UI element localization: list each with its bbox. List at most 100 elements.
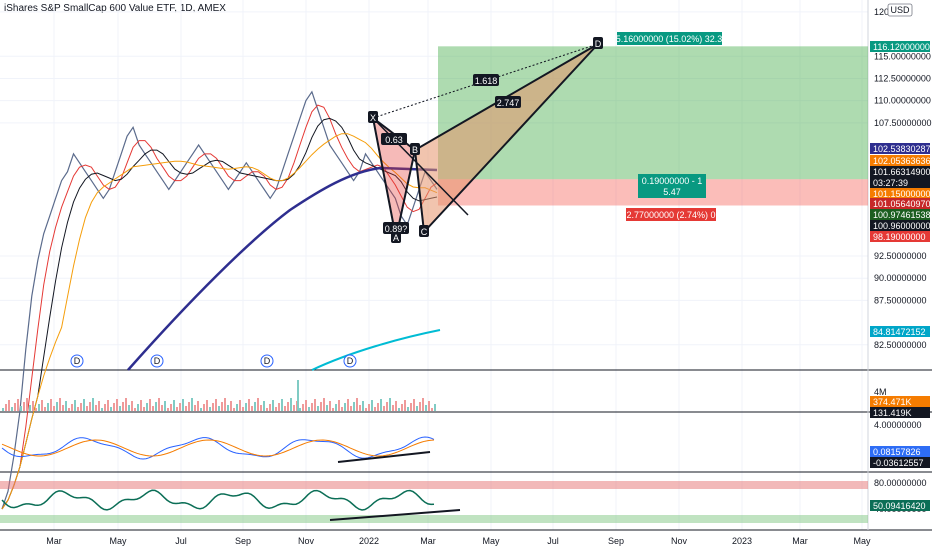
x-tick-10: Nov <box>671 536 688 546</box>
volume-bar-112 <box>338 400 340 411</box>
pattern-point-bg-C <box>419 225 429 237</box>
volume-bar-5 <box>17 399 19 411</box>
price-series <box>1 90 438 510</box>
price-tag-6: 101.05640970 <box>873 199 931 209</box>
dividend-label-0: D <box>74 356 81 366</box>
volume-bar-142 <box>428 401 430 411</box>
volume-bar-43 <box>131 401 133 411</box>
volume-bar-0 <box>2 408 4 411</box>
price-tag-bg-3 <box>870 166 930 177</box>
volume-bar-4 <box>14 403 16 411</box>
x-tick-12: Mar <box>792 536 808 546</box>
volume-bar-24 <box>74 400 76 411</box>
x-tick-1: May <box>109 536 127 546</box>
volume-bar-129 <box>389 398 391 411</box>
volume-bar-121 <box>365 408 367 411</box>
volume-bar-106 <box>320 402 322 411</box>
volume-bar-93 <box>281 399 283 411</box>
volume-bar-119 <box>359 405 361 411</box>
pattern-point-C: C <box>421 227 428 237</box>
pane-separators <box>0 0 932 531</box>
chart-title: iShares S&P SmallCap 600 Value ETF, 1D, … <box>4 3 226 14</box>
dividend-icon-2 <box>260 354 274 368</box>
volume-bar-137 <box>413 399 415 411</box>
volume-bar-34 <box>104 404 106 411</box>
volume-bar-117 <box>353 402 355 411</box>
volume-bar-89 <box>269 404 271 411</box>
volume-bar-36 <box>110 407 112 411</box>
volume-bar-31 <box>95 405 97 411</box>
target-label-bg <box>617 32 722 45</box>
volume-bar-97 <box>293 405 295 411</box>
price-tag-bg-7 <box>870 209 930 220</box>
volume-bar-40 <box>122 402 124 411</box>
volume-bar-63 <box>191 398 193 411</box>
price-tag-bg-8 <box>870 220 930 231</box>
ratio-label-line1: 0.19000000 - 1 <box>642 176 703 186</box>
volume-bar-73 <box>221 402 223 411</box>
pattern-point-B: B <box>412 145 418 155</box>
chart-labels: D D D D 15.16000000 (15.02%) 32.36 0.19000000… <box>70 32 727 368</box>
volume-bar-91 <box>275 407 277 411</box>
volume-bar-134 <box>404 400 406 411</box>
volume-bar-12 <box>38 404 40 411</box>
rsi-tag-bg-0 <box>870 500 930 511</box>
pattern-point-D: D <box>595 39 602 49</box>
volume-bar-96 <box>290 398 292 411</box>
volume-bar-7 <box>23 402 25 411</box>
volume-bar-37 <box>113 403 115 411</box>
volume-bar-111 <box>335 404 337 411</box>
ratio-label-1: 0.89? <box>385 224 408 234</box>
grid <box>0 0 868 530</box>
volume-bar-80 <box>242 407 244 411</box>
volume-bar-14 <box>44 407 46 411</box>
volume-bar-81 <box>245 403 247 411</box>
volume-bar-41 <box>125 398 127 411</box>
dividend-label-1: D <box>154 356 161 366</box>
volume-bar-22 <box>68 408 70 411</box>
volume-spike <box>297 380 299 411</box>
price-tick-8: 82.50000000 <box>874 340 927 350</box>
dividend-icon-1 <box>150 354 164 368</box>
volume-bar-71 <box>215 399 217 411</box>
price-tick-0: 120. <box>874 7 892 17</box>
price-tag-0: 116.12000000 <box>873 42 930 52</box>
macd-tag-bg-0 <box>870 446 930 457</box>
stop-label: 2.77000000 (2.74%) 0 <box>626 210 715 220</box>
volume-bar-130 <box>392 405 394 411</box>
macd-tag-bg-1 <box>870 457 930 468</box>
volume-bar-90 <box>272 400 274 411</box>
rsi-divergence-line <box>329 509 461 521</box>
volume-bar-47 <box>143 407 145 411</box>
pattern-point-bg-X <box>368 111 378 123</box>
price-tag-9: 98.19000000 <box>873 232 926 242</box>
rsi-tag-0: 50.09416420 <box>873 501 926 511</box>
x-tick-8: Jul <box>547 536 559 546</box>
volume-bar-8 <box>26 398 28 411</box>
macd-line <box>1 436 435 460</box>
volume-bar-133 <box>401 404 403 411</box>
price-tick-4: 107.50000000 <box>874 118 932 128</box>
volume-bar-82 <box>248 399 250 411</box>
volume-bar-144 <box>434 404 436 411</box>
volume-bar-136 <box>410 403 412 411</box>
ratio-label-0: 0.63 <box>385 135 403 145</box>
volume-bar-138 <box>416 406 418 411</box>
price-tick-2: 112.50000000 <box>874 73 931 83</box>
price-tag-8: 100.96000000 <box>873 221 931 231</box>
volume-bar-21 <box>65 401 67 411</box>
price-tag-bg-5 <box>870 188 930 199</box>
volume-bar-126 <box>380 399 382 411</box>
ratio-label-bg <box>638 174 706 198</box>
moving-average-2 <box>1 133 438 510</box>
ratio-bg-3 <box>495 96 521 108</box>
volume-bar-123 <box>371 400 373 411</box>
volume-bar-76 <box>230 401 232 411</box>
volume-bar-56 <box>170 404 172 411</box>
price-axis: 120. 115.00000000 112.50000000 110.00000000… <box>870 3 932 350</box>
x-tick-3: Sep <box>235 536 251 546</box>
volume-bar-58 <box>176 407 178 411</box>
volume-bar-85 <box>257 398 259 411</box>
